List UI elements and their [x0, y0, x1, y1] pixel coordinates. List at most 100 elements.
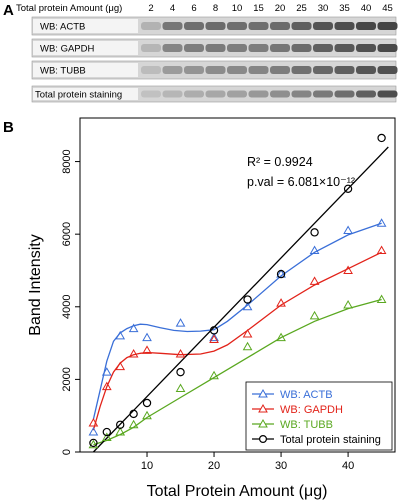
legend-label: WB: GAPDH — [280, 404, 343, 416]
data-point — [115, 330, 126, 340]
blot-band — [184, 90, 204, 98]
data-point — [276, 298, 286, 307]
blot-label: WB: TUBB — [40, 66, 86, 77]
blot-band — [270, 66, 290, 74]
data-point — [128, 348, 139, 358]
blot-band — [205, 44, 226, 52]
data-point — [377, 133, 386, 143]
data-point — [310, 228, 319, 237]
x-tick-label: 30 — [275, 460, 287, 472]
x-axis-title: Total Protein Amount (μg) — [147, 483, 328, 500]
blot-band — [291, 90, 312, 98]
legend-marker — [258, 418, 268, 428]
blot-band — [184, 44, 204, 52]
blot-band — [291, 22, 312, 30]
legend: WB: ACTB WB: GAPDH WB: TUBB Total protein s… — [245, 381, 393, 451]
blot-strip: WB: ACTB — [31, 16, 398, 36]
blot-band — [313, 90, 333, 98]
blot-band — [248, 90, 269, 98]
data-point — [309, 276, 320, 285]
data-point — [101, 367, 112, 376]
x-tick-label: 20 — [208, 460, 220, 472]
blot-label-background — [33, 19, 138, 33]
blot-band — [227, 66, 247, 74]
blot-band — [162, 66, 183, 74]
data-point — [115, 427, 126, 436]
data-point — [343, 299, 353, 309]
lane-label: 8 — [213, 3, 218, 14]
x-tick-label: 40 — [342, 460, 354, 472]
blot-strip: WB: TUBB — [31, 60, 398, 80]
y-tick-label: 6000 — [61, 222, 73, 246]
blot-band — [141, 44, 161, 52]
lane-label: 4 — [170, 3, 175, 14]
lane-label: 40 — [361, 3, 372, 14]
blot-band — [334, 66, 355, 74]
data-point — [142, 332, 152, 342]
blot-band — [205, 90, 226, 98]
blot-band — [205, 66, 226, 74]
blot-band — [313, 66, 333, 74]
data-point — [309, 310, 320, 320]
y-tick-label: 4000 — [61, 295, 73, 319]
blot-band — [377, 66, 398, 74]
data-point — [209, 334, 219, 343]
data-point — [242, 329, 253, 338]
blot-band — [291, 44, 312, 52]
blot-band — [356, 66, 376, 74]
data-point — [88, 439, 99, 449]
blot-band — [334, 44, 355, 52]
lane-label: 45 — [382, 3, 393, 14]
fit-line — [92, 222, 382, 420]
blot-band — [141, 90, 161, 98]
blot-band — [291, 66, 312, 74]
blot-band — [141, 66, 161, 74]
blot-strip: WB: GAPDH — [31, 38, 398, 58]
lane-label: 2 — [148, 3, 153, 14]
y-tick-label: 8000 — [61, 149, 73, 173]
blot-band — [334, 90, 355, 98]
lane-labels: 2 4 6 8 10 15 20 25 30 35 40 45 — [148, 3, 392, 14]
data-point — [343, 225, 353, 235]
blot-band — [377, 44, 398, 52]
legend-label: Total protein staining — [280, 434, 381, 446]
blot-label: Total protein staining — [35, 90, 122, 101]
data-point — [175, 318, 186, 327]
y-tick-label: 0 — [61, 449, 73, 455]
blot-band — [313, 44, 333, 52]
blot-label: WB: ACTB — [40, 22, 85, 33]
data-point — [128, 323, 139, 333]
blot-band — [270, 22, 290, 30]
blot-band — [270, 44, 290, 52]
data-point — [376, 294, 387, 304]
fit-line — [92, 251, 382, 431]
data-point — [142, 410, 152, 420]
y-axis-title: Band Intensity — [27, 234, 44, 335]
blot-band — [248, 44, 269, 52]
legend-marker — [258, 388, 268, 398]
data-point — [101, 432, 112, 441]
fit-line — [92, 146, 389, 453]
blot-band — [162, 44, 183, 52]
data-point — [243, 295, 252, 304]
fit-lines — [92, 146, 389, 453]
y-tick-label: 2000 — [61, 367, 73, 391]
blot-band — [184, 22, 204, 30]
blot-band — [205, 22, 226, 30]
x-tick-label: 10 — [141, 460, 153, 472]
data-point — [175, 348, 186, 358]
data-point — [309, 245, 320, 255]
data-point — [343, 184, 353, 193]
blot-strip: Total protein staining — [31, 85, 398, 103]
data-point — [89, 438, 98, 448]
blot-band — [184, 66, 204, 74]
data-point — [142, 398, 152, 408]
data-point — [142, 345, 152, 354]
data-point — [242, 341, 253, 351]
blot-band — [162, 22, 183, 30]
legend-marker — [259, 435, 268, 444]
data-point — [343, 265, 353, 274]
blot-band — [334, 22, 355, 30]
r-squared-annotation: R² = 0.9924 — [247, 155, 313, 169]
